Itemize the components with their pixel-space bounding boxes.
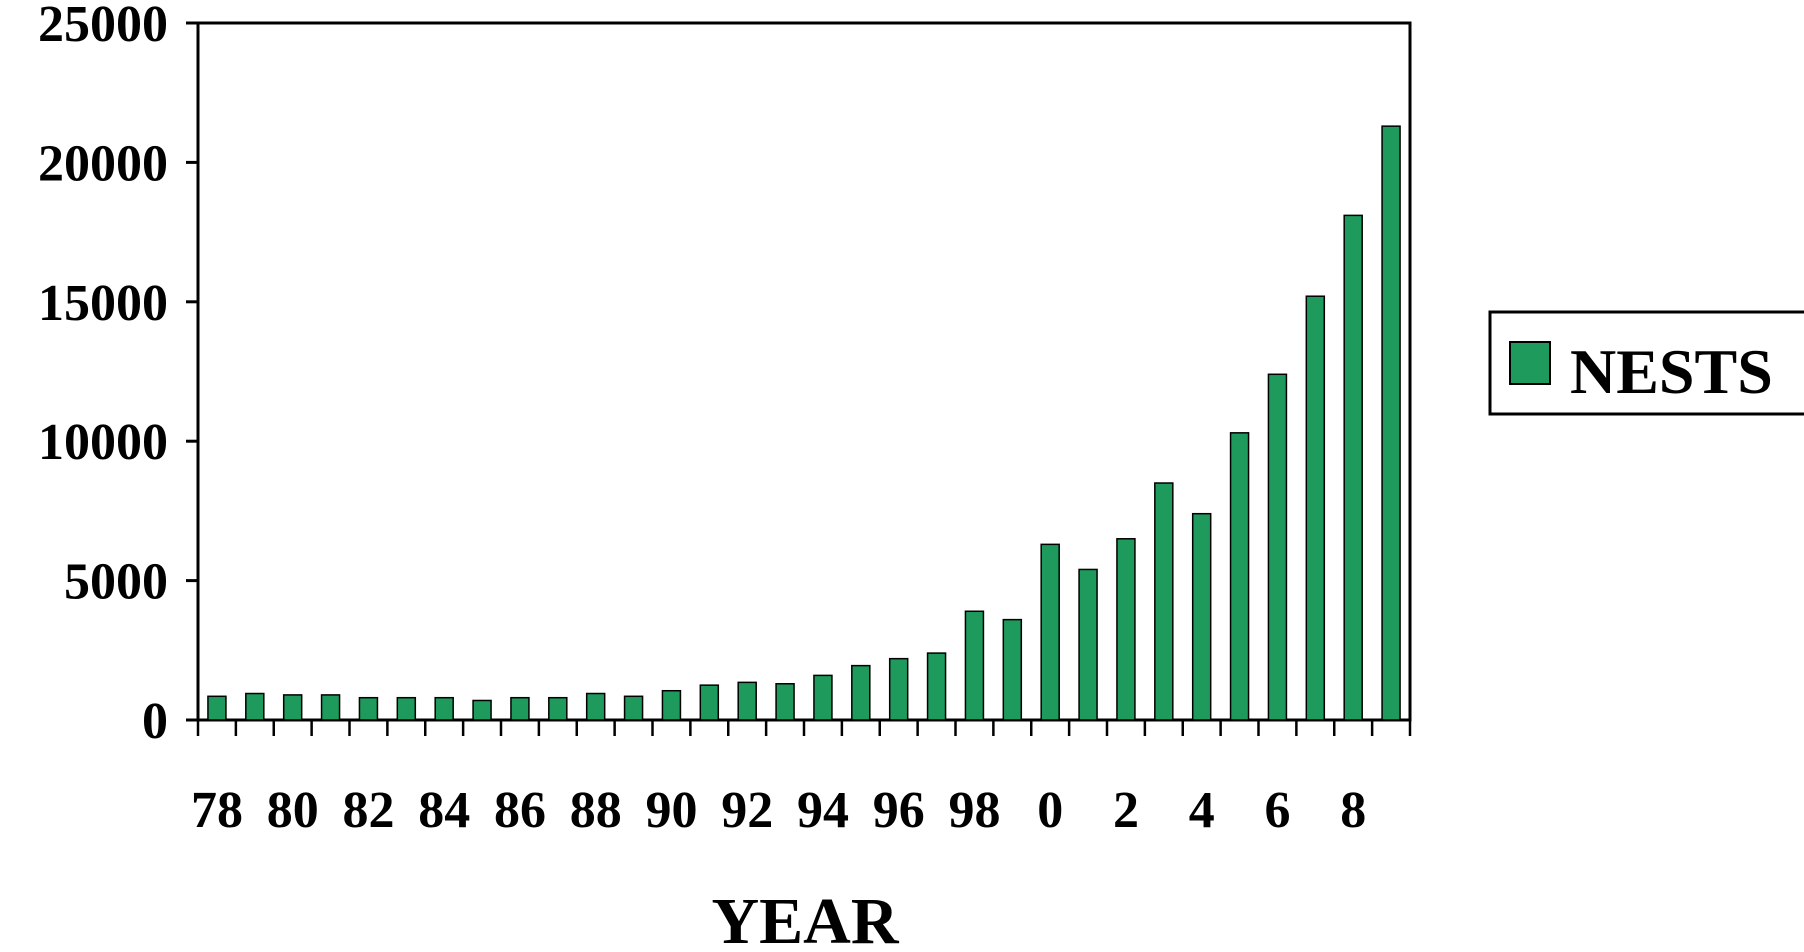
bar-1987 xyxy=(548,696,568,721)
bar-1999 xyxy=(1002,618,1023,721)
x-tick-label: 78 xyxy=(191,782,243,839)
bars xyxy=(207,125,1401,721)
bar-1984 xyxy=(434,696,454,721)
x-tick-label: 86 xyxy=(494,782,546,839)
x-axis: 78 80 82 84 86 88 90 92 94 96 98 0 2 4 6 8 xyxy=(191,720,1412,839)
x-tick-label: 88 xyxy=(570,782,622,839)
x-tick-label: 98 xyxy=(948,782,1000,839)
bar-1994 xyxy=(813,674,833,721)
bar-1979 xyxy=(245,692,265,721)
x-tick-label: 8 xyxy=(1340,782,1366,839)
legend-swatch xyxy=(1509,341,1551,385)
y-axis: 0 5000 10000 15000 20000 25000 xyxy=(38,0,198,750)
x-tick-label: 84 xyxy=(418,782,470,839)
bar-1995 xyxy=(851,664,871,721)
legend-label: NESTS xyxy=(1570,336,1773,407)
x-tick-label: 80 xyxy=(267,782,319,839)
bar-1990 xyxy=(661,689,682,721)
y-tick-label: 25000 xyxy=(38,0,168,53)
bar-1983 xyxy=(396,696,417,721)
bar-1985 xyxy=(472,699,492,721)
x-tick-label: 6 xyxy=(1264,782,1290,839)
y-tick-label: 20000 xyxy=(38,135,168,192)
legend: NESTS xyxy=(1488,310,1804,416)
bar-1981 xyxy=(320,694,341,721)
bar-2009 xyxy=(1381,125,1401,721)
bar-2004 xyxy=(1191,512,1212,721)
bar-1982 xyxy=(358,696,379,721)
x-axis-label: YEAR xyxy=(711,885,899,947)
x-tick-label: 96 xyxy=(873,782,925,839)
bar-1980 xyxy=(282,694,303,721)
x-tick-label: 90 xyxy=(645,782,697,839)
bar-1989 xyxy=(623,695,644,721)
y-tick-label: 15000 xyxy=(38,275,168,332)
bar-1986 xyxy=(510,696,530,721)
x-tick-label: 94 xyxy=(797,782,849,839)
y-tick-label: 0 xyxy=(142,693,168,750)
bar-1978 xyxy=(207,695,227,721)
x-tick-label: 0 xyxy=(1037,782,1063,839)
y-tick-label: 10000 xyxy=(38,414,168,471)
y-tick-label: 5000 xyxy=(64,554,168,611)
bar-2006 xyxy=(1267,373,1288,721)
bar-2003 xyxy=(1154,482,1174,721)
x-tick-label: 82 xyxy=(342,782,394,839)
bar-1992 xyxy=(737,681,757,721)
bar-1996 xyxy=(888,657,909,721)
bar-1997 xyxy=(926,652,947,721)
bar-1998 xyxy=(964,610,985,721)
bar-1988 xyxy=(585,692,606,721)
bar-2008 xyxy=(1343,214,1363,721)
bar-2000 xyxy=(1040,543,1060,721)
x-tick-label: 2 xyxy=(1113,782,1139,839)
bar-1993 xyxy=(775,683,795,721)
bar-2001 xyxy=(1078,568,1098,721)
bar-1991 xyxy=(699,684,720,721)
plot-frame xyxy=(196,21,1412,722)
bar-2005 xyxy=(1229,432,1250,721)
x-tick-label: 4 xyxy=(1189,782,1215,839)
bar-2007 xyxy=(1305,295,1326,721)
x-tick-label: 92 xyxy=(721,782,773,839)
bar-2002 xyxy=(1116,538,1136,721)
